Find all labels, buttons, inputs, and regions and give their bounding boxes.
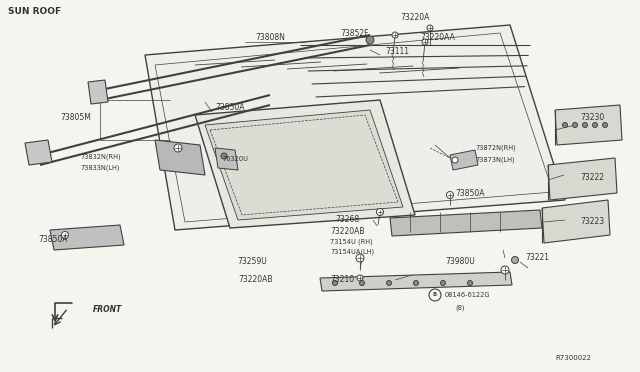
Text: 73259U: 73259U xyxy=(237,257,267,266)
Polygon shape xyxy=(25,140,52,165)
Circle shape xyxy=(427,25,433,31)
Polygon shape xyxy=(145,25,565,230)
Text: 73980U: 73980U xyxy=(445,257,475,266)
Text: SUN ROOF: SUN ROOF xyxy=(8,7,61,16)
Circle shape xyxy=(360,280,365,285)
Text: 73220AA: 73220AA xyxy=(420,33,455,42)
Polygon shape xyxy=(555,105,622,145)
Polygon shape xyxy=(320,272,512,291)
Text: 73210: 73210 xyxy=(330,276,354,285)
Polygon shape xyxy=(88,80,108,104)
Circle shape xyxy=(61,231,68,238)
Circle shape xyxy=(501,266,509,274)
Text: 73850A: 73850A xyxy=(455,189,484,198)
Circle shape xyxy=(376,208,383,215)
Circle shape xyxy=(392,32,398,38)
Text: 73850A: 73850A xyxy=(215,103,244,112)
Text: FRONT: FRONT xyxy=(93,305,122,314)
Text: 73873N(LH): 73873N(LH) xyxy=(475,157,515,163)
Circle shape xyxy=(511,257,518,263)
Polygon shape xyxy=(450,150,478,170)
Text: 76320U: 76320U xyxy=(222,156,248,162)
Circle shape xyxy=(602,122,607,128)
Text: 73833N(LH): 73833N(LH) xyxy=(80,165,120,171)
Text: 73230: 73230 xyxy=(580,113,604,122)
Circle shape xyxy=(357,275,363,281)
Text: 73808N: 73808N xyxy=(255,33,285,42)
Text: 73220AB: 73220AB xyxy=(330,228,365,237)
Text: 73223: 73223 xyxy=(580,218,604,227)
Circle shape xyxy=(447,192,454,199)
Text: 73852F: 73852F xyxy=(340,29,369,38)
Text: 73850A: 73850A xyxy=(38,235,67,244)
Polygon shape xyxy=(205,110,403,220)
Text: 73268: 73268 xyxy=(335,215,359,224)
Circle shape xyxy=(221,153,227,159)
Polygon shape xyxy=(390,210,542,236)
Text: 73832N(RH): 73832N(RH) xyxy=(80,154,120,160)
Text: 73111: 73111 xyxy=(385,48,409,57)
Text: 73872N(RH): 73872N(RH) xyxy=(475,145,516,151)
Circle shape xyxy=(174,144,182,152)
Circle shape xyxy=(452,157,458,163)
Text: 73805M: 73805M xyxy=(60,113,91,122)
Circle shape xyxy=(333,280,337,285)
Circle shape xyxy=(440,280,445,285)
Circle shape xyxy=(563,122,568,128)
Circle shape xyxy=(366,36,374,44)
Polygon shape xyxy=(548,158,617,200)
Circle shape xyxy=(593,122,598,128)
Circle shape xyxy=(573,122,577,128)
Polygon shape xyxy=(542,200,610,243)
Text: (8): (8) xyxy=(455,305,465,311)
Polygon shape xyxy=(155,140,205,175)
Text: 73220AB: 73220AB xyxy=(238,276,273,285)
Text: 73154U (RH): 73154U (RH) xyxy=(330,239,372,245)
Text: 73154UA(LH): 73154UA(LH) xyxy=(330,249,374,255)
Text: B: B xyxy=(433,292,437,298)
Circle shape xyxy=(582,122,588,128)
Polygon shape xyxy=(50,225,124,250)
Text: 08146-6122G: 08146-6122G xyxy=(445,292,490,298)
Circle shape xyxy=(413,280,419,285)
Circle shape xyxy=(387,280,392,285)
Text: 73222: 73222 xyxy=(580,173,604,183)
Polygon shape xyxy=(215,148,238,170)
Circle shape xyxy=(467,280,472,285)
Circle shape xyxy=(356,254,364,262)
Text: 73221: 73221 xyxy=(525,253,549,263)
Circle shape xyxy=(422,39,428,45)
Polygon shape xyxy=(195,100,415,228)
Text: 73220A: 73220A xyxy=(400,13,429,22)
Text: R7300022: R7300022 xyxy=(555,355,591,361)
